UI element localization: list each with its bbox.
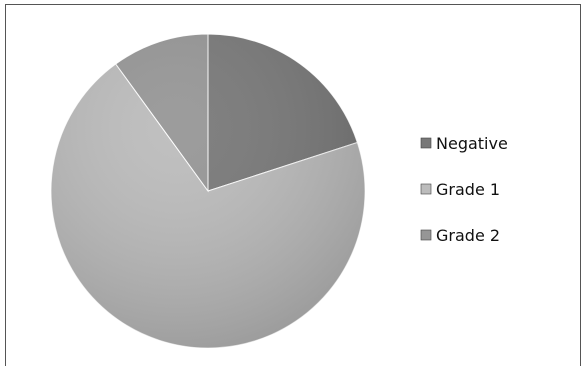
legend-label-negative: Negative [436, 134, 508, 153]
legend-label-grade-1: Grade 1 [436, 180, 500, 199]
legend-swatch-grade-2 [420, 229, 432, 241]
pie-slices [50, 33, 366, 349]
legend-swatch-negative [420, 137, 432, 149]
legend-label-grade-2: Grade 2 [436, 226, 500, 245]
legend-swatch-grade-1 [420, 183, 432, 195]
legend: Negative Grade 1 Grade 2 [420, 134, 508, 245]
